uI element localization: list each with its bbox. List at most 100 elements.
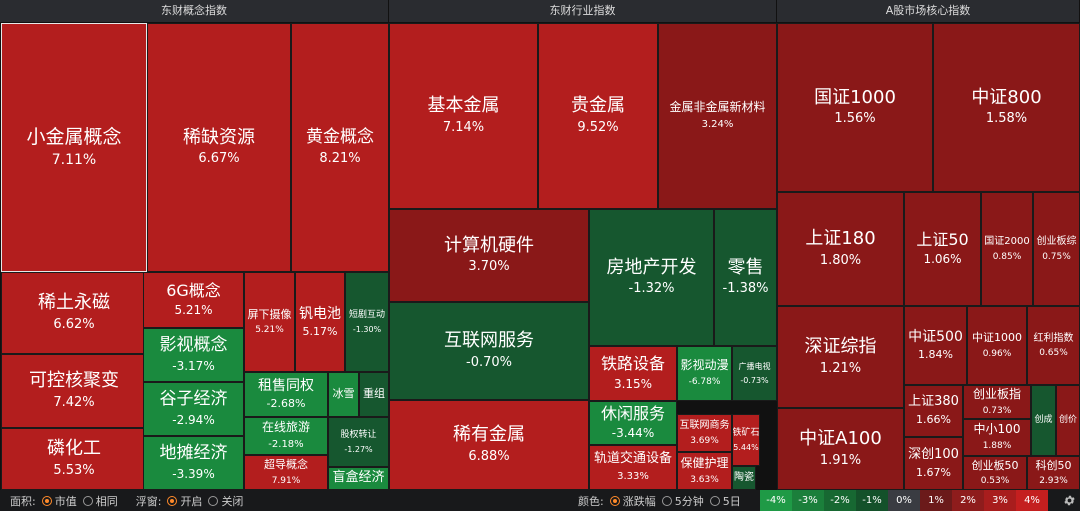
tile-name: 上证180: [805, 228, 876, 250]
treemap-tile[interactable]: 上证50 1.06%: [904, 192, 981, 306]
tile-name: 创价: [1058, 415, 1077, 426]
treemap-tile[interactable]: 铁矿石 5.44%: [732, 414, 760, 466]
tile-name: 保健护理: [680, 455, 729, 470]
treemap-tile[interactable]: 国证2000 0.85%: [981, 192, 1033, 306]
treemap-tile[interactable]: 影视概念 -3.17%: [143, 328, 244, 382]
treemap-tile[interactable]: 创业板综 0.75%: [1033, 192, 1080, 306]
treemap-tile[interactable]: 基本金属 7.14%: [389, 23, 538, 209]
treemap-tile[interactable]: 上证380 1.66%: [904, 385, 963, 437]
treemap-tile[interactable]: 地摊经济 -3.39%: [143, 436, 244, 490]
treemap-tile[interactable]: 深证综指 1.21%: [777, 306, 904, 408]
color-change-radio[interactable]: [609, 495, 620, 506]
treemap-tile[interactable]: 可控核聚变 7.42%: [1, 354, 147, 428]
treemap-tile[interactable]: 影视动漫 -6.78%: [677, 346, 732, 401]
float-option-group: 浮窗: 开启 关闭: [136, 493, 244, 509]
treemap-tile[interactable]: 陶瓷: [732, 466, 756, 490]
treemap-tile[interactable]: 互联网商务 3.69%: [677, 414, 732, 452]
treemap-tile[interactable]: 中证1000 0.96%: [967, 306, 1027, 385]
tile-change-value: 3.63%: [690, 474, 719, 485]
float-off-radio[interactable]: [208, 495, 219, 506]
treemap-tile[interactable]: 中证800 1.58%: [933, 23, 1080, 192]
tile-name: 深证综指: [804, 336, 877, 358]
treemap-tile[interactable]: 互联网服务 -0.70%: [389, 302, 589, 400]
treemap-tile[interactable]: 房地产开发 -1.32%: [589, 209, 714, 346]
treemap-tile[interactable]: 国证1000 1.56%: [777, 23, 933, 192]
treemap-tile[interactable]: 超导概念 7.91%: [244, 455, 328, 490]
treemap-tile[interactable]: 股权转让 -1.27%: [328, 417, 389, 467]
treemap-tile[interactable]: 磷化工 5.53%: [1, 428, 147, 490]
treemap-tile[interactable]: 深创100 1.67%: [904, 437, 963, 490]
float-on-label[interactable]: 开启: [180, 494, 203, 508]
tile-name: 国证2000: [984, 236, 1030, 248]
color-5day-radio[interactable]: [709, 495, 720, 506]
treemap-tile[interactable]: 创业板50 0.53%: [963, 456, 1027, 490]
treemap-tile[interactable]: 租售同权 -2.68%: [244, 372, 328, 417]
tile-name: 影视概念: [159, 335, 228, 356]
treemap-tile[interactable]: 稀土永磁 6.62%: [1, 272, 147, 354]
tile-name: 重组: [363, 387, 385, 401]
treemap-tile[interactable]: 黄金概念 8.21%: [291, 23, 389, 272]
tile-change-value: 1.88%: [982, 441, 1012, 452]
treemap-tile[interactable]: 稀缺资源 6.67%: [147, 23, 291, 272]
color-5min-label[interactable]: 5分钟: [674, 494, 704, 508]
treemap-tile[interactable]: 钒电池 5.17%: [295, 272, 345, 372]
color-5day-label[interactable]: 5日: [722, 494, 741, 508]
treemap-tile[interactable]: 计算机硬件 3.70%: [389, 209, 589, 302]
treemap-tile[interactable]: 休闲服务 -3.44%: [589, 401, 677, 445]
tile-name: 稀缺资源: [183, 126, 255, 148]
treemap-tile[interactable]: 保健护理 3.63%: [677, 452, 732, 490]
treemap-tile[interactable]: 中证A100 1.91%: [777, 408, 904, 490]
treemap-tile[interactable]: 小金属概念 7.11%: [1, 23, 147, 272]
treemap-tile[interactable]: 贵金属 9.52%: [538, 23, 658, 209]
tile-change-value: 3.69%: [690, 435, 719, 446]
treemap-tile[interactable]: 上证180 1.80%: [777, 192, 904, 306]
float-on-radio[interactable]: [167, 495, 178, 506]
color-change-label[interactable]: 涨跌幅: [622, 494, 656, 508]
tile-change-value: 6.88%: [468, 448, 510, 464]
area-market-cap-radio[interactable]: [41, 495, 52, 506]
tile-name: 上证380: [908, 394, 959, 410]
tile-change-value: 7.11%: [51, 152, 97, 169]
treemap-tile[interactable]: 广播电视 -0.73%: [732, 346, 777, 401]
treemap-tile[interactable]: 科创50 2.93%: [1027, 456, 1080, 490]
treemap-tile[interactable]: 金属非金属新材料 3.24%: [658, 23, 777, 209]
treemap-tile[interactable]: 轨道交通设备 3.33%: [589, 445, 677, 490]
treemap-tile[interactable]: 屏下摄像 5.21%: [244, 272, 295, 372]
tile-name: 创业板50: [971, 458, 1019, 472]
treemap-tile[interactable]: 创成: [1031, 385, 1056, 456]
treemap-tile[interactable]: 短剧互动 -1.30%: [345, 272, 389, 372]
tile-change-value: -3.17%: [172, 358, 215, 373]
area-label: 面积:: [10, 494, 36, 508]
tile-name: 超导概念: [264, 458, 308, 471]
treemap-tile[interactable]: 中小100 1.88%: [963, 419, 1031, 456]
tile-change-value: 2.93%: [1039, 476, 1068, 487]
treemap-tile[interactable]: 创业板指 0.73%: [963, 385, 1031, 419]
treemap-tile[interactable]: 铁路设备 3.15%: [589, 346, 677, 401]
tile-change-value: 1.67%: [916, 465, 951, 479]
treemap-tile[interactable]: 稀有金属 6.88%: [389, 400, 589, 490]
area-equal-radio[interactable]: [82, 495, 93, 506]
treemap-tile[interactable]: 谷子经济 -2.94%: [143, 382, 244, 436]
area-market-cap-label[interactable]: 市值: [54, 494, 77, 508]
tile-change-value: 1.21%: [819, 360, 862, 376]
treemap-tile[interactable]: 创价: [1056, 385, 1080, 456]
treemap-tile[interactable]: 冰雪: [328, 372, 359, 417]
gear-icon: [1063, 495, 1075, 506]
treemap-tile[interactable]: 在线旅游 -2.18%: [244, 417, 328, 455]
tile-name: 广播电视: [738, 362, 771, 372]
tile-name: 股权转让: [340, 430, 377, 441]
treemap-tile[interactable]: 中证500 1.84%: [904, 306, 967, 385]
tile-change-value: -3.39%: [172, 466, 215, 481]
settings-button[interactable]: [1058, 490, 1080, 511]
color-5min-radio[interactable]: [661, 495, 672, 506]
industry-index-header: 东财行业指数: [389, 0, 777, 22]
tile-name: 创业板指: [972, 386, 1021, 401]
treemap-tile[interactable]: 红利指数 0.65%: [1027, 306, 1080, 385]
treemap-tile[interactable]: 6G概念 5.21%: [143, 272, 244, 328]
treemap-tile[interactable]: 零售 -1.38%: [714, 209, 777, 346]
treemap-tile[interactable]: 重组: [359, 372, 389, 417]
treemap-tile[interactable]: 盲盒经济: [328, 467, 389, 490]
float-off-label[interactable]: 关闭: [221, 494, 244, 508]
tile-name: 铁矿石: [732, 428, 760, 439]
area-equal-label[interactable]: 相同: [95, 494, 118, 508]
